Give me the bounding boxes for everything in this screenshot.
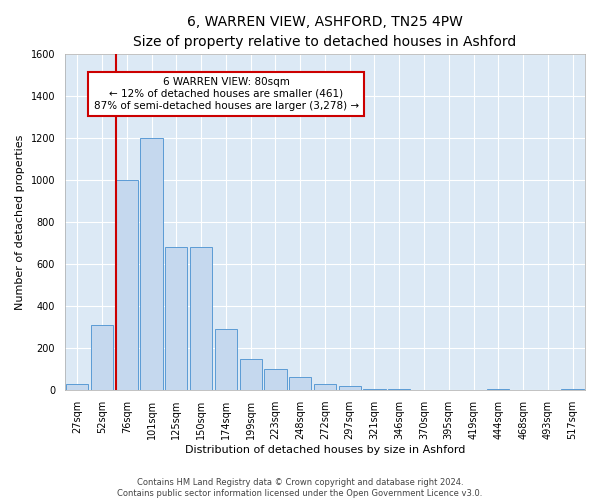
Bar [116, 180, 138, 390]
Bar [487, 389, 509, 390]
X-axis label: Distribution of detached houses by size in Ashford: Distribution of detached houses by size … [185, 445, 465, 455]
Bar [165, 248, 187, 390]
Title: 6, WARREN VIEW, ASHFORD, TN25 4PW
Size of property relative to detached houses i: 6, WARREN VIEW, ASHFORD, TN25 4PW Size o… [133, 15, 517, 48]
Bar [289, 376, 311, 390]
Y-axis label: Number of detached properties: Number of detached properties [15, 134, 25, 310]
Bar [66, 384, 88, 390]
Bar [388, 389, 410, 390]
Text: 6 WARREN VIEW: 80sqm
← 12% of detached houses are smaller (461)
87% of semi-deta: 6 WARREN VIEW: 80sqm ← 12% of detached h… [94, 78, 359, 110]
Bar [364, 389, 386, 390]
Bar [140, 138, 163, 390]
Bar [215, 330, 237, 390]
Bar [264, 369, 287, 390]
Bar [239, 358, 262, 390]
Bar [91, 325, 113, 390]
Bar [562, 389, 584, 390]
Bar [314, 384, 336, 390]
Bar [190, 248, 212, 390]
Bar [338, 386, 361, 390]
Text: Contains HM Land Registry data © Crown copyright and database right 2024.
Contai: Contains HM Land Registry data © Crown c… [118, 478, 482, 498]
